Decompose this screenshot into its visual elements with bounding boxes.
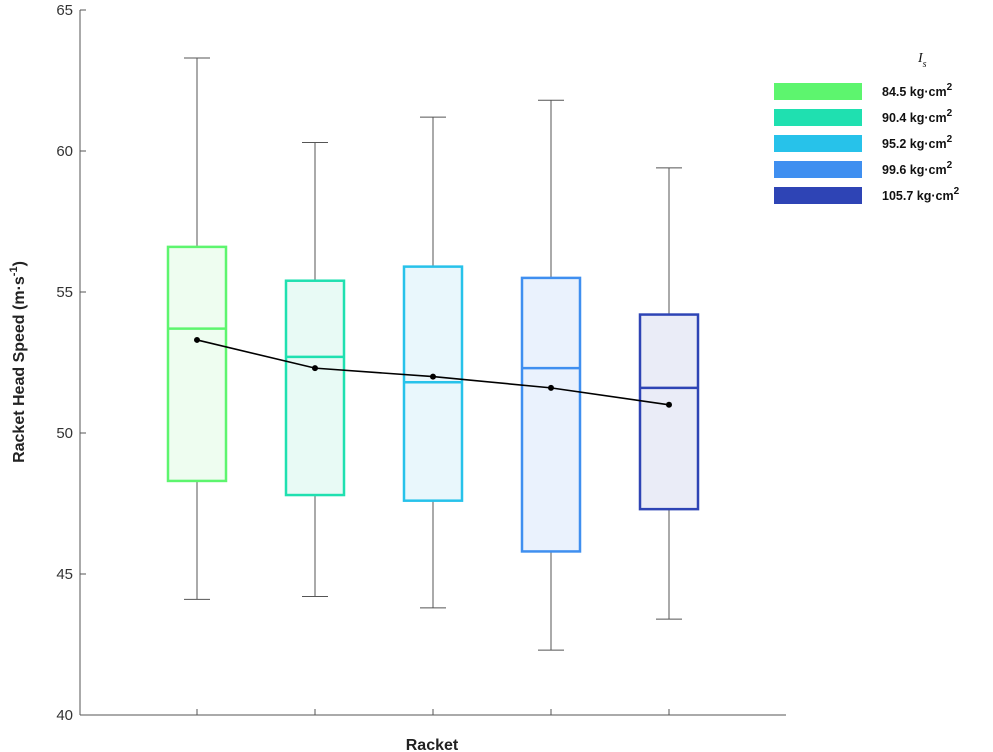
x-axis-label: Racket — [406, 737, 459, 752]
boxes — [166, 57, 700, 651]
legend-label: 105.7 kg·cm2 — [882, 186, 960, 203]
mean-point — [548, 384, 554, 391]
y-tick-label: 40 — [56, 707, 73, 724]
y-tick-label: 50 — [56, 425, 73, 442]
legend-swatch — [774, 187, 862, 204]
legend-swatch — [774, 83, 862, 100]
box-group — [284, 142, 346, 598]
iqr-box — [402, 265, 464, 502]
legend-swatch — [774, 109, 862, 126]
legend-label: 95.2 kg·cm2 — [882, 134, 953, 151]
legend-swatch — [774, 135, 862, 152]
mean-point — [430, 373, 436, 380]
legend-title: Is — [917, 51, 927, 70]
box-group — [520, 99, 582, 651]
legend-label: 84.5 kg·cm2 — [882, 82, 953, 99]
mean-point — [666, 401, 672, 408]
legend: Is 84.5 kg·cm2 90.4 kg·cm2 95.2 kg·cm2 99.6… — [774, 51, 960, 204]
iqr-box — [638, 313, 700, 511]
y-tick-label: 65 — [56, 2, 73, 19]
y-axis-label: Racket Head Speed (m·s-1) — [8, 261, 28, 463]
iqr-box — [166, 245, 228, 483]
box-group — [638, 167, 700, 620]
axes: 40 45 50 55 60 65 — [56, 2, 786, 724]
iqr-box — [520, 276, 582, 553]
mean-point — [312, 365, 318, 372]
y-tick-label: 45 — [56, 566, 73, 583]
mean-series — [194, 336, 672, 408]
legend-label: 99.6 kg·cm2 — [882, 160, 953, 177]
box-group — [402, 116, 464, 609]
mean-point — [194, 336, 200, 343]
box-group — [166, 57, 228, 600]
iqr-box — [284, 279, 346, 497]
y-tick-label: 55 — [56, 284, 73, 301]
y-tick-label: 60 — [56, 143, 73, 160]
legend-swatch — [774, 161, 862, 178]
legend-label: 90.4 kg·cm2 — [882, 108, 953, 125]
